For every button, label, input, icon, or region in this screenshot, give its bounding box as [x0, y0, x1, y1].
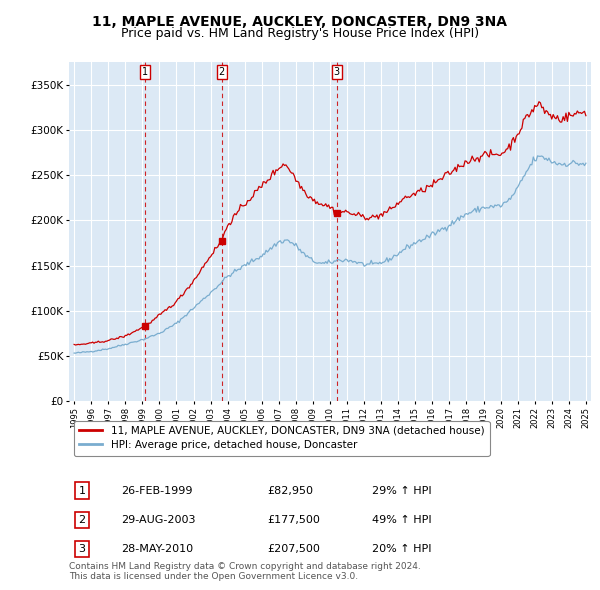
Text: £177,500: £177,500 [268, 515, 320, 525]
Text: 2: 2 [219, 67, 225, 77]
Legend: 11, MAPLE AVENUE, AUCKLEY, DONCASTER, DN9 3NA (detached house), HPI: Average pri: 11, MAPLE AVENUE, AUCKLEY, DONCASTER, DN… [74, 421, 490, 455]
Text: Contains HM Land Registry data © Crown copyright and database right 2024.
This d: Contains HM Land Registry data © Crown c… [69, 562, 421, 581]
Text: 1: 1 [142, 67, 148, 77]
Text: 49% ↑ HPI: 49% ↑ HPI [372, 515, 431, 525]
Text: 26-FEB-1999: 26-FEB-1999 [121, 486, 193, 496]
Text: 3: 3 [79, 544, 86, 554]
Text: 29% ↑ HPI: 29% ↑ HPI [372, 486, 431, 496]
Text: 2: 2 [79, 515, 86, 525]
Text: £207,500: £207,500 [268, 544, 320, 554]
Text: Price paid vs. HM Land Registry's House Price Index (HPI): Price paid vs. HM Land Registry's House … [121, 27, 479, 40]
Text: 29-AUG-2003: 29-AUG-2003 [121, 515, 196, 525]
Text: 1: 1 [79, 486, 86, 496]
Text: 3: 3 [334, 67, 340, 77]
Text: 28-MAY-2010: 28-MAY-2010 [121, 544, 193, 554]
Text: £82,950: £82,950 [268, 486, 313, 496]
Text: 20% ↑ HPI: 20% ↑ HPI [372, 544, 431, 554]
Text: 11, MAPLE AVENUE, AUCKLEY, DONCASTER, DN9 3NA: 11, MAPLE AVENUE, AUCKLEY, DONCASTER, DN… [92, 15, 508, 29]
